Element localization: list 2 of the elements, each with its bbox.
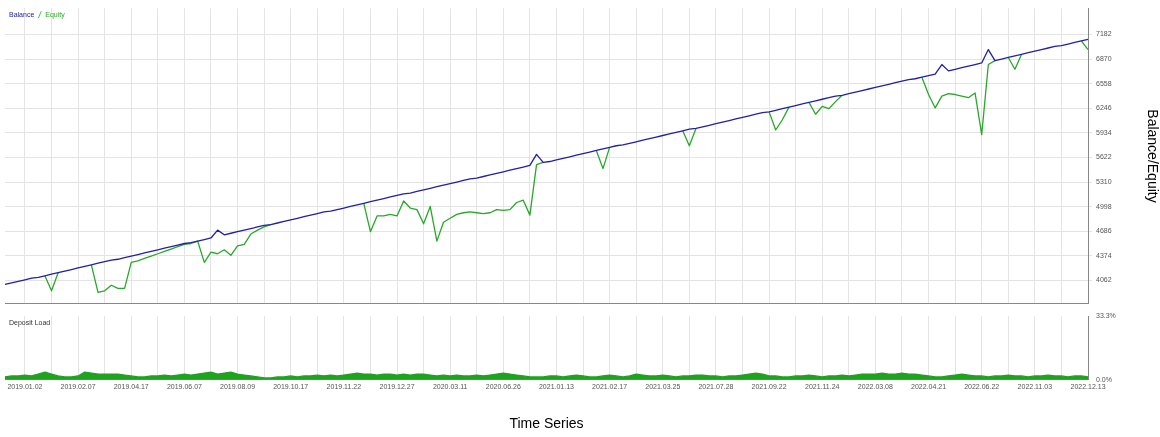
y-axis-title: Balance/Equity: [1144, 109, 1160, 203]
x-axis-title: Time Series: [509, 415, 584, 432]
